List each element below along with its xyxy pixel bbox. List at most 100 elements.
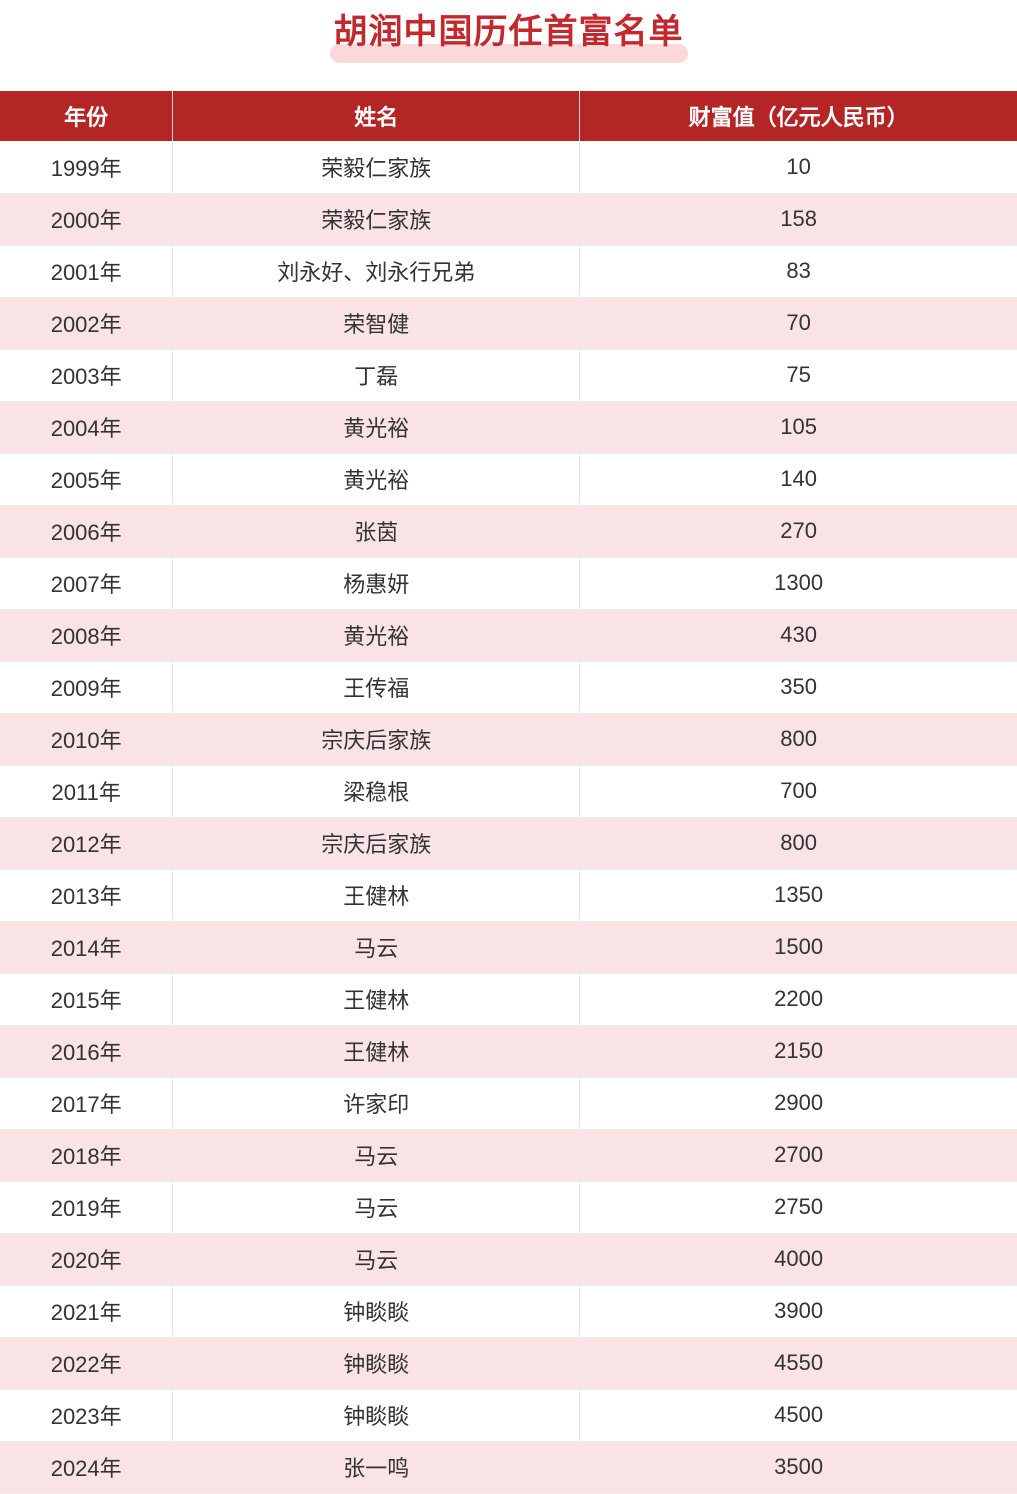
name-cell: 马云 [172, 1181, 580, 1233]
wealth-cell: 350 [579, 661, 1017, 713]
table-row: 2001年 刘永好、刘永行兄弟 83 [0, 245, 1017, 297]
table-row: 2002年 荣智健 70 [0, 297, 1017, 349]
table-row: 2023年 钟睒睒 4500 [0, 1389, 1017, 1441]
year-cell: 2000年 [50, 208, 122, 233]
name-cell: 张一鸣 [172, 1441, 580, 1493]
name-cell: 马云 [172, 921, 580, 973]
wealth-cell: 70 [579, 297, 1017, 349]
year-cell: 2004年 [50, 416, 122, 441]
wealth-cell: 2750 [579, 1181, 1017, 1233]
year-cell: 2020年 [50, 1248, 122, 1273]
title-section: 胡润中国历任首富名单 [0, 0, 1017, 91]
name-cell: 王健林 [172, 869, 580, 921]
table-row: 1999年 荣毅仁家族 10 [0, 141, 1017, 193]
name-cell: 刘永好、刘永行兄弟 [172, 245, 580, 297]
table-row: 2010年 宗庆后家族 800 [0, 713, 1017, 765]
header-cell-wealth: 财富值（亿元人民币） [579, 91, 1017, 141]
table-row: 2009年 王传福 350 [0, 661, 1017, 713]
year-cell: 2009年 [50, 676, 122, 701]
wealth-cell: 1350 [579, 869, 1017, 921]
table-row: 2020年 马云 4000 [0, 1233, 1017, 1285]
name-cell: 黄光裕 [172, 453, 580, 505]
name-cell: 钟睒睒 [172, 1285, 580, 1337]
year-cell: 2024年 [50, 1456, 122, 1481]
table-row: 2000年 荣毅仁家族 158 [0, 193, 1017, 245]
wealth-cell: 2200 [579, 973, 1017, 1025]
name-cell: 王健林 [172, 1025, 580, 1077]
table-row: 2016年 王健林 2150 [0, 1025, 1017, 1077]
wealth-cell: 2150 [579, 1025, 1017, 1077]
table-body: 1999年 荣毅仁家族 10 2000年 荣毅仁家族 158 2001年 刘永好、刘永行兄弟 8… [0, 141, 1017, 1493]
year-cell: 2005年 [50, 468, 122, 493]
wealth-cell: 270 [579, 505, 1017, 557]
name-cell: 马云 [172, 1129, 580, 1181]
year-cell: 2011年 [51, 780, 121, 805]
name-cell: 王传福 [172, 661, 580, 713]
year-cell: 2006年 [50, 520, 122, 545]
table-row: 2011年 梁稳根 700 [0, 765, 1017, 817]
header-cell-name: 姓名 [172, 91, 580, 141]
wealth-cell: 1300 [579, 557, 1017, 609]
year-cell: 2015年 [50, 988, 122, 1013]
table-row: 2004年 黄光裕 105 [0, 401, 1017, 453]
year-cell: 1999年 [50, 155, 122, 181]
page-title: 胡润中国历任首富名单 [333, 13, 684, 51]
name-cell: 马云 [172, 1233, 580, 1285]
wealth-cell: 3500 [579, 1441, 1017, 1493]
name-cell: 杨惠妍 [172, 557, 580, 609]
year-cell: 2001年 [50, 260, 122, 285]
wealth-cell: 4000 [579, 1233, 1017, 1285]
year-cell: 2010年 [50, 728, 122, 753]
table-row: 2007年 杨惠妍 1300 [0, 557, 1017, 609]
wealth-cell: 430 [579, 609, 1017, 661]
year-cell: 2012年 [50, 832, 122, 857]
title-wrap: 胡润中国历任首富名单 [329, 12, 688, 63]
year-cell: 2022年 [50, 1352, 122, 1377]
name-cell: 黄光裕 [172, 401, 580, 453]
name-cell: 荣毅仁家族 [172, 193, 580, 245]
name-cell: 张茵 [172, 505, 580, 557]
table-header-row: 年份 姓名 财富值（亿元人民币） [0, 91, 1017, 141]
table-row: 2019年 马云 2750 [0, 1181, 1017, 1233]
wealth-cell: 75 [579, 349, 1017, 401]
wealth-cell: 105 [579, 401, 1017, 453]
table-row: 2012年 宗庆后家族 800 [0, 817, 1017, 869]
wealth-cell: 83 [579, 245, 1017, 297]
wealth-cell: 10 [579, 141, 1017, 193]
name-cell: 梁稳根 [172, 765, 580, 817]
name-cell: 宗庆后家族 [172, 713, 580, 765]
name-cell: 宗庆后家族 [172, 817, 580, 869]
name-cell: 黄光裕 [172, 609, 580, 661]
year-cell: 2007年 [50, 572, 122, 597]
year-cell: 2018年 [50, 1144, 122, 1169]
table-row: 2003年 丁磊 75 [0, 349, 1017, 401]
richest-people-table: 年份 姓名 财富值（亿元人民币） 1999年 荣毅仁家族 10 2000年 荣毅仁家族 1… [0, 91, 1017, 1494]
table-row: 2015年 王健林 2200 [0, 973, 1017, 1025]
table-row: 2006年 张茵 270 [0, 505, 1017, 557]
table-row: 2018年 马云 2700 [0, 1129, 1017, 1181]
name-cell: 许家印 [172, 1077, 580, 1129]
table-row: 2024年 张一鸣 3500 [0, 1441, 1017, 1493]
table-row: 2017年 许家印 2900 [0, 1077, 1017, 1129]
year-cell: 2002年 [50, 312, 122, 337]
year-cell: 2023年 [50, 1404, 122, 1429]
wealth-cell: 1500 [579, 921, 1017, 973]
wealth-cell: 800 [579, 817, 1017, 869]
year-cell: 2021年 [50, 1300, 122, 1325]
name-cell: 王健林 [172, 973, 580, 1025]
table-row: 2005年 黄光裕 140 [0, 453, 1017, 505]
year-cell: 2003年 [50, 364, 122, 389]
wealth-cell: 2700 [579, 1129, 1017, 1181]
table-row: 2008年 黄光裕 430 [0, 609, 1017, 661]
wealth-cell: 800 [579, 713, 1017, 765]
wealth-cell: 140 [579, 453, 1017, 505]
table-row: 2022年 钟睒睒 4550 [0, 1337, 1017, 1389]
wealth-cell: 158 [579, 193, 1017, 245]
table-row: 2021年 钟睒睒 3900 [0, 1285, 1017, 1337]
name-cell: 钟睒睒 [172, 1389, 580, 1441]
wealth-cell: 4500 [579, 1389, 1017, 1441]
title-highlight-pill [329, 44, 688, 63]
year-cell: 2017年 [50, 1092, 122, 1117]
name-cell: 丁磊 [172, 349, 580, 401]
header-cell-year: 年份 [0, 91, 173, 141]
